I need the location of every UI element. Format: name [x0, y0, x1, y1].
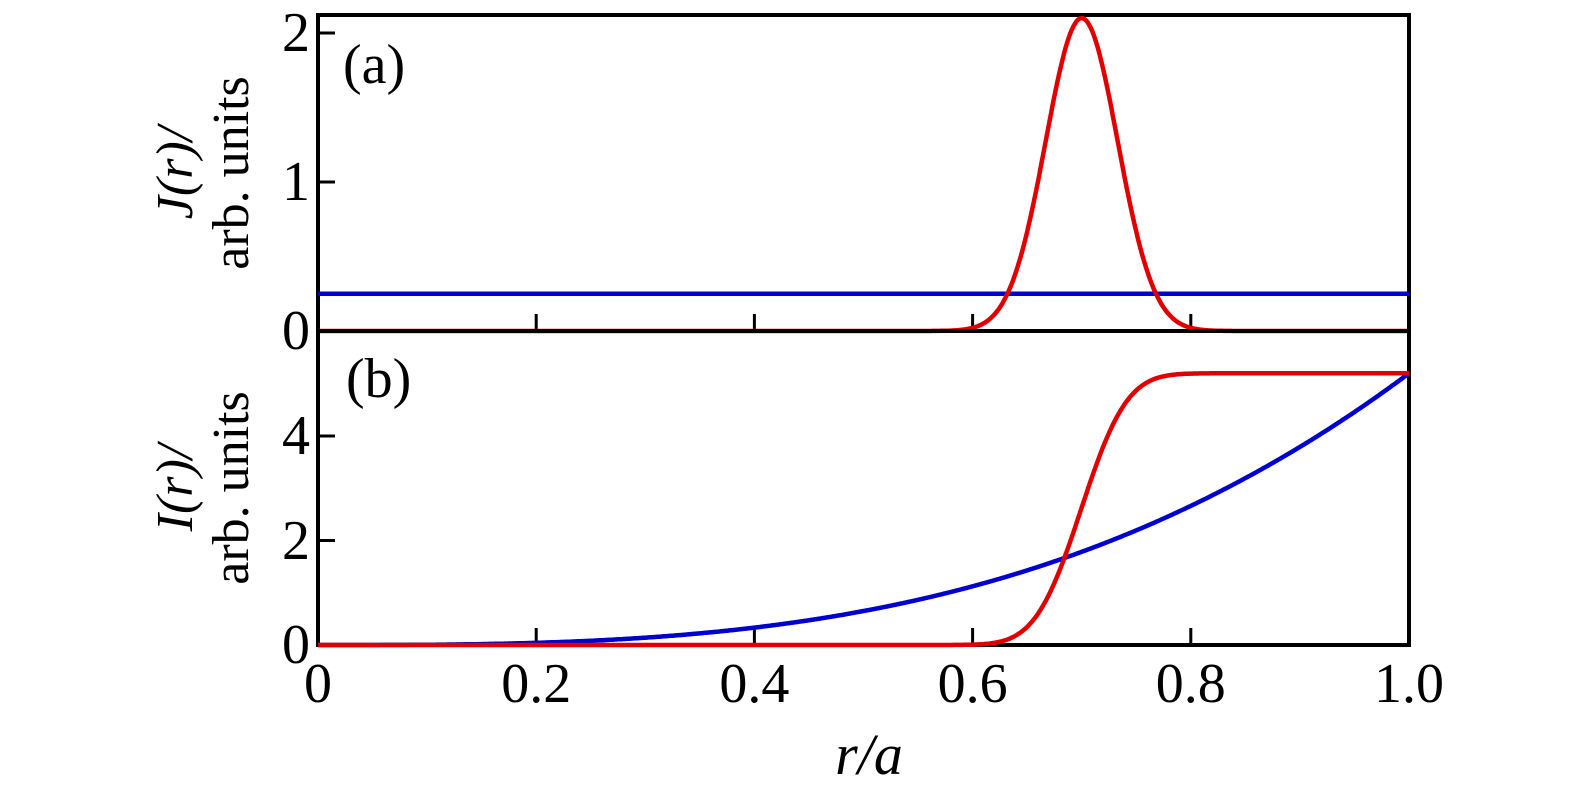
xtick-label-0: 0: [304, 653, 332, 715]
panel-a-frame: [316, 13, 1411, 333]
y-axis-title-a-line1: J(r)/: [146, 126, 204, 220]
series-localized-current-density: [316, 15, 1411, 334]
x-axis-title: r/a: [835, 722, 903, 787]
panel-b-label: (b): [346, 348, 412, 410]
panel-b-ytick-label-0: 0: [282, 614, 310, 676]
panel-a-ytick-label-1: 1: [282, 151, 310, 213]
panel-a-label: (a): [343, 34, 406, 96]
y-axis-title-b-line1: I(r)/: [146, 444, 204, 532]
panel-b-frame: [316, 329, 1411, 647]
xtick-label-0.4: 0.4: [719, 653, 790, 715]
series-integrated-uniform-current: [316, 371, 1411, 648]
panel-a-ytick-label-2: 2: [282, 2, 310, 64]
xtick-label-0.8: 0.8: [1155, 653, 1226, 715]
series-integrated-localized-current: [316, 371, 1411, 648]
xtick-label-1.0: 1.0: [1374, 653, 1444, 715]
panel-b-ytick-label-2: 2: [282, 509, 310, 572]
panel-b-ytick-label-4: 4: [282, 405, 310, 467]
xtick-label-0.6: 0.6: [937, 653, 1008, 715]
xtick-label-0.2: 0.2: [501, 653, 572, 715]
panel-a-ytick-label-0: 0: [282, 300, 310, 362]
